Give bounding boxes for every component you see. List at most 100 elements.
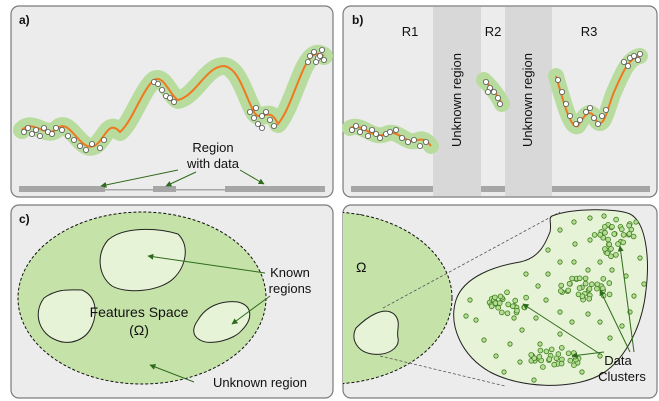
point [507, 341, 513, 347]
point [77, 142, 84, 149]
point [24, 125, 31, 132]
point [582, 280, 589, 287]
point [585, 267, 591, 273]
arrow [100, 169, 179, 188]
point [537, 347, 544, 354]
point [567, 357, 574, 364]
point [557, 331, 563, 337]
point [576, 275, 583, 282]
point [246, 109, 253, 116]
point [101, 136, 108, 143]
point [608, 246, 614, 252]
arrow [522, 303, 601, 355]
data-clusters-label-line1: Data [604, 353, 632, 368]
point [493, 353, 499, 359]
point [545, 247, 551, 253]
zoom-line [379, 355, 506, 387]
point [65, 132, 72, 139]
arrow [165, 171, 197, 187]
point [630, 233, 637, 240]
panel-d: d) Ω Data Clusters [342, 204, 658, 399]
point [559, 89, 566, 96]
features-space-label-line1: Features Space [90, 304, 189, 320]
point [28, 130, 35, 137]
point [498, 309, 505, 316]
point [158, 87, 165, 94]
point [398, 134, 405, 141]
point [540, 364, 546, 370]
point [573, 121, 580, 128]
point [594, 285, 600, 292]
point [591, 232, 598, 238]
point [601, 213, 607, 219]
point [599, 113, 606, 120]
point [501, 369, 507, 375]
point [569, 319, 575, 325]
arrow [599, 289, 631, 353]
unknown-region-band [433, 7, 481, 196]
known-regions-label-line2: regions [269, 281, 312, 296]
point [565, 350, 572, 357]
arrow [571, 351, 605, 359]
point [604, 250, 611, 257]
point [463, 313, 469, 319]
point [33, 127, 40, 134]
point [557, 309, 563, 315]
axis-line [105, 189, 153, 191]
point [620, 239, 626, 246]
point [473, 317, 479, 323]
point [364, 132, 371, 139]
omega-label: Ω [356, 259, 366, 275]
point [579, 369, 585, 375]
point [386, 128, 393, 135]
point [97, 144, 104, 151]
point [587, 105, 594, 112]
point [481, 337, 487, 343]
point [352, 123, 359, 130]
point [585, 311, 591, 317]
point [637, 255, 643, 261]
model-curve [21, 52, 325, 148]
point [641, 281, 647, 287]
point [348, 127, 355, 134]
point [89, 140, 96, 147]
point [492, 294, 498, 301]
point [71, 136, 78, 143]
region-r2-label: R2 [485, 24, 502, 39]
point [496, 101, 503, 108]
point [597, 232, 603, 238]
point [170, 99, 177, 106]
point [626, 231, 633, 237]
data-bar [552, 186, 650, 192]
point [37, 132, 44, 139]
point [531, 377, 537, 383]
data-bar [153, 186, 176, 192]
point [514, 307, 520, 314]
point [488, 303, 495, 310]
panel-a: a) Region with data [10, 5, 334, 198]
point [523, 271, 529, 277]
point [626, 222, 632, 229]
point [304, 59, 311, 66]
point [572, 241, 578, 247]
data-bar [351, 186, 433, 192]
point [484, 89, 491, 96]
point [422, 138, 429, 145]
point [597, 319, 603, 325]
point [587, 215, 593, 221]
panel-c: c) Known regions Features Space (Ω) Unkn… [10, 204, 334, 399]
point [360, 125, 367, 132]
point [557, 259, 563, 265]
data-clusters-label-line2: Clusters [598, 369, 646, 384]
point [270, 123, 277, 130]
cluster-points [463, 213, 647, 383]
panel-a-letter: a) [19, 13, 30, 27]
point [620, 232, 627, 238]
point [606, 291, 613, 298]
point [490, 89, 497, 96]
point [517, 359, 523, 365]
point [558, 282, 564, 289]
known-region [193, 301, 251, 343]
point [599, 285, 606, 292]
point [551, 361, 557, 368]
